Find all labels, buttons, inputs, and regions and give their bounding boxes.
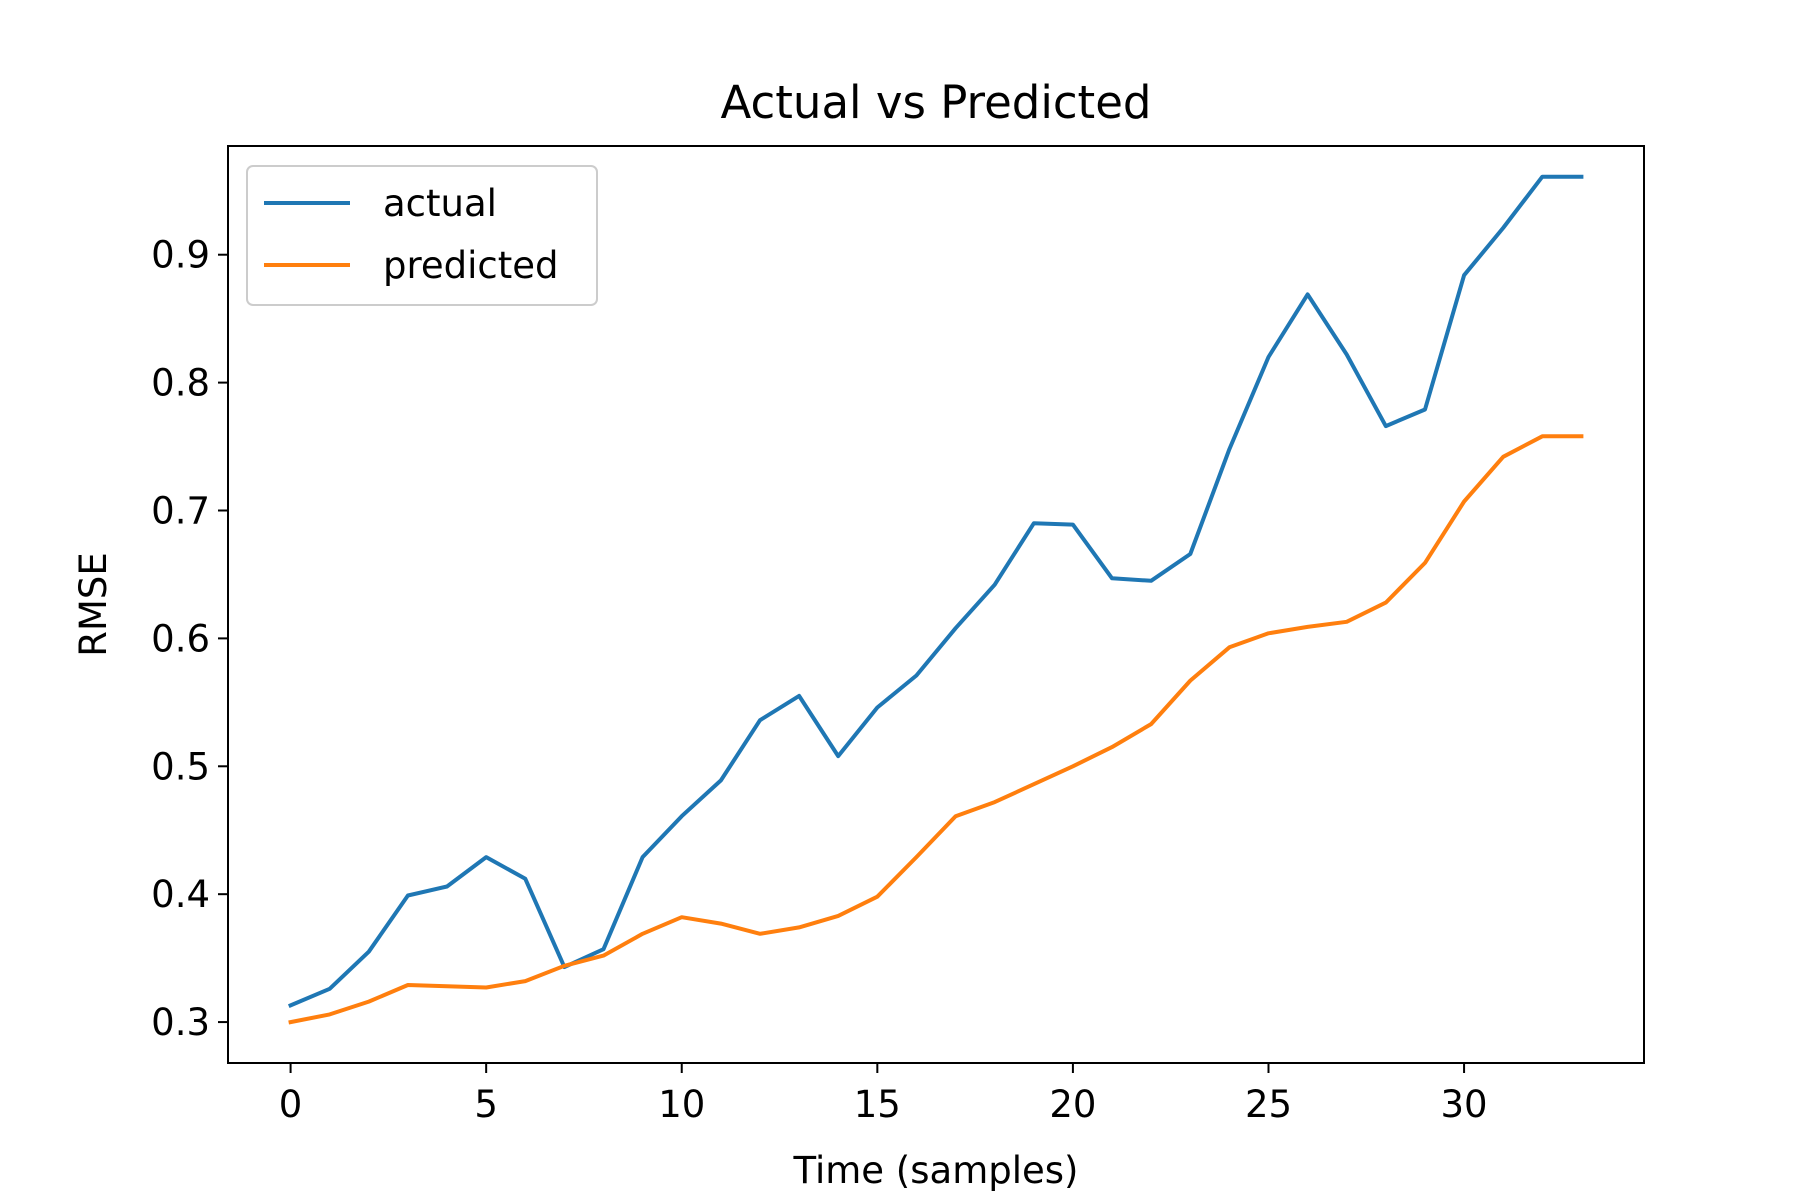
x-tick-label: 10 <box>658 1083 705 1126</box>
series-layer <box>287 174 1584 1025</box>
y-tick-label: 0.7 <box>151 489 210 532</box>
x-axis-ticks: 0 5 10 15 20 25 30 <box>279 1063 1488 1126</box>
x-tick-label: 25 <box>1245 1083 1292 1126</box>
y-tick-label: 0.8 <box>151 362 210 405</box>
y-tick-label: 0.9 <box>151 234 210 277</box>
y-tick-label: 0.4 <box>151 873 210 916</box>
chart-title: Actual vs Predicted <box>721 76 1152 129</box>
y-tick-label: 0.6 <box>151 617 210 660</box>
axes-frame <box>227 145 1645 1064</box>
x-axis-label: Time (samples) <box>793 1149 1079 1192</box>
series-line-predicted <box>288 434 1584 1025</box>
x-tick-label: 20 <box>1049 1083 1096 1126</box>
legend: actual predicted <box>246 165 598 306</box>
legend-label-actual: actual <box>383 182 497 225</box>
x-tick-label: 15 <box>854 1083 901 1126</box>
y-tick-label: 0.5 <box>151 745 210 788</box>
y-tick-label: 0.3 <box>151 1001 210 1044</box>
x-tick-label: 0 <box>279 1083 303 1126</box>
legend-box <box>246 165 598 306</box>
x-tick-label: 30 <box>1441 1083 1488 1126</box>
series-line-actual <box>287 174 1584 1009</box>
x-tick-label: 5 <box>474 1083 498 1126</box>
y-axis-label: RMSE <box>72 552 115 657</box>
legend-label-predicted: predicted <box>383 244 559 287</box>
y-axis-ticks: 0.3 0.4 0.5 0.6 0.7 0.8 0.9 <box>151 234 228 1044</box>
